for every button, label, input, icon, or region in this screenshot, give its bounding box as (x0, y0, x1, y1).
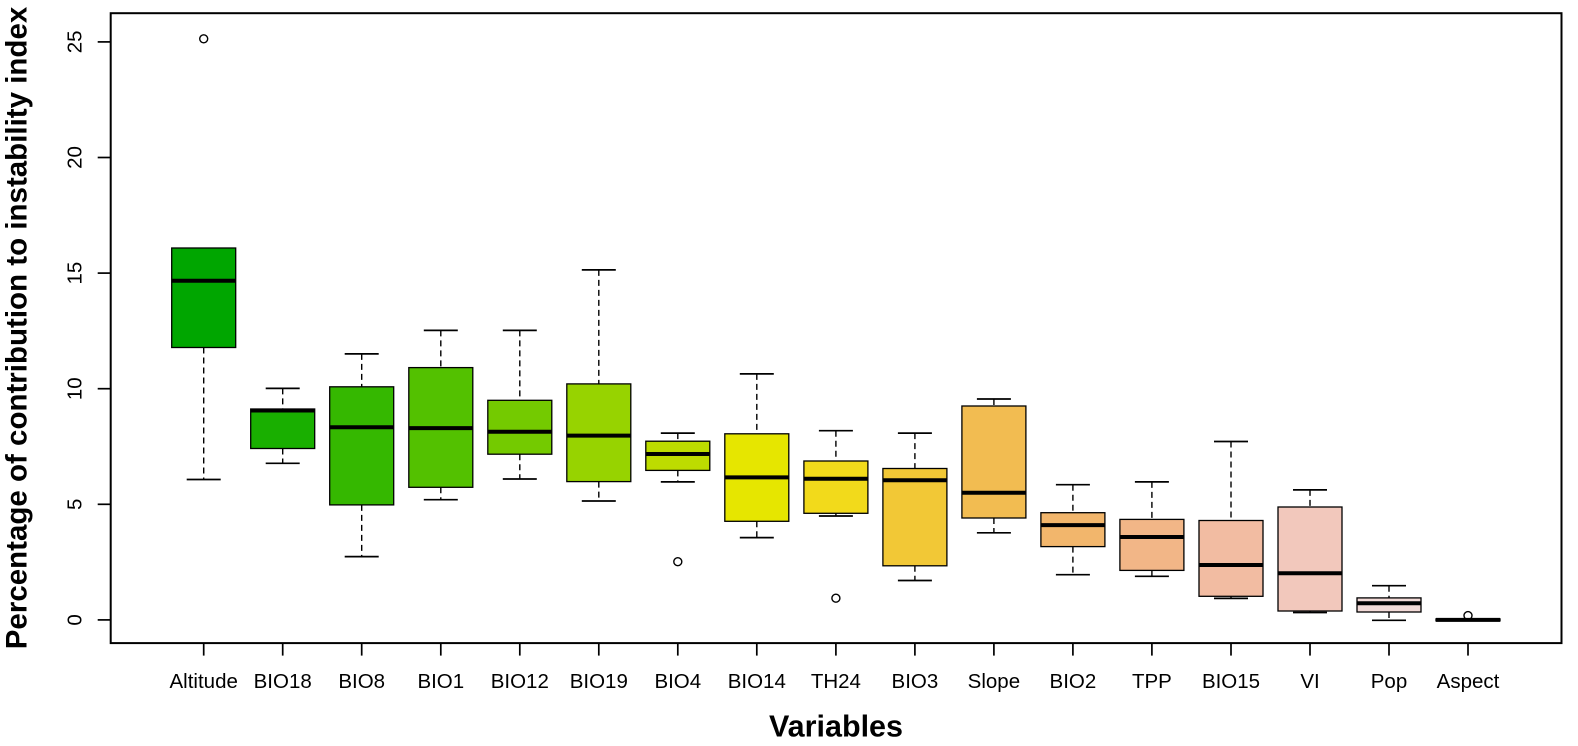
svg-text:TH24: TH24 (811, 670, 861, 693)
svg-text:Percentage of contribution to: Percentage of contribution to instabilit… (1, 6, 34, 649)
svg-text:BIO4: BIO4 (654, 670, 701, 693)
svg-text:BIO15: BIO15 (1202, 670, 1260, 693)
svg-text:TPP: TPP (1132, 670, 1172, 693)
svg-text:15: 15 (63, 262, 86, 285)
svg-text:10: 10 (63, 377, 86, 400)
svg-text:Altitude: Altitude (170, 670, 238, 693)
svg-text:BIO12: BIO12 (491, 670, 549, 693)
svg-text:Pop: Pop (1371, 670, 1407, 693)
svg-text:BIO14: BIO14 (728, 670, 786, 693)
svg-text:BIO18: BIO18 (254, 670, 312, 693)
svg-text:BIO19: BIO19 (570, 670, 628, 693)
svg-text:25: 25 (63, 30, 86, 53)
svg-text:BIO1: BIO1 (417, 670, 464, 693)
svg-text:BIO8: BIO8 (338, 670, 385, 693)
svg-text:Aspect: Aspect (1437, 670, 1500, 693)
svg-text:5: 5 (63, 499, 86, 510)
svg-text:20: 20 (63, 146, 86, 169)
svg-text:Slope: Slope (968, 670, 1020, 693)
svg-text:BIO3: BIO3 (892, 670, 939, 693)
svg-text:VI: VI (1300, 670, 1319, 693)
svg-text:BIO2: BIO2 (1050, 670, 1097, 693)
svg-text:Variables: Variables (769, 710, 903, 744)
svg-text:0: 0 (63, 614, 86, 625)
